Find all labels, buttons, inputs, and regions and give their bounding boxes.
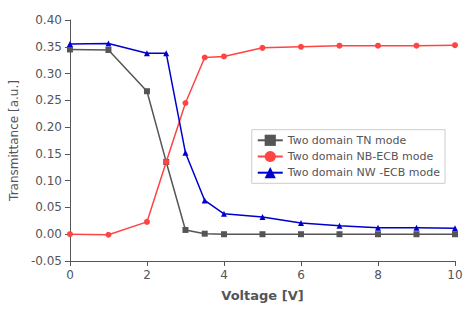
svg-text:0.15: 0.15: [35, 147, 62, 161]
svg-text:2: 2: [143, 268, 151, 282]
svg-text:0.10: 0.10: [35, 174, 62, 188]
svg-text:0: 0: [66, 268, 74, 282]
svg-text:Transmittance [a.u.]: Transmittance [a.u.]: [7, 80, 21, 202]
svg-text:0.00: 0.00: [35, 227, 62, 241]
svg-text:6: 6: [297, 268, 305, 282]
svg-text:0.35: 0.35: [35, 40, 62, 54]
svg-text:0.20: 0.20: [35, 120, 62, 134]
svg-text:Two domain TN mode: Two domain TN mode: [287, 134, 407, 147]
svg-text:0.40: 0.40: [35, 13, 62, 27]
svg-text:10: 10: [447, 268, 462, 282]
svg-text:Two domain NB-ECB mode: Two domain NB-ECB mode: [287, 150, 434, 163]
svg-text:0.25: 0.25: [35, 93, 62, 107]
svg-text:Two domain NW -ECB mode: Two domain NW -ECB mode: [287, 166, 440, 179]
svg-text:4: 4: [220, 268, 228, 282]
svg-text:0.30: 0.30: [35, 67, 62, 81]
svg-text:8: 8: [374, 268, 382, 282]
svg-text:Voltage [V]: Voltage [V]: [221, 288, 303, 303]
svg-text:-0.05: -0.05: [31, 254, 62, 268]
svg-text:0.05: 0.05: [35, 200, 62, 214]
